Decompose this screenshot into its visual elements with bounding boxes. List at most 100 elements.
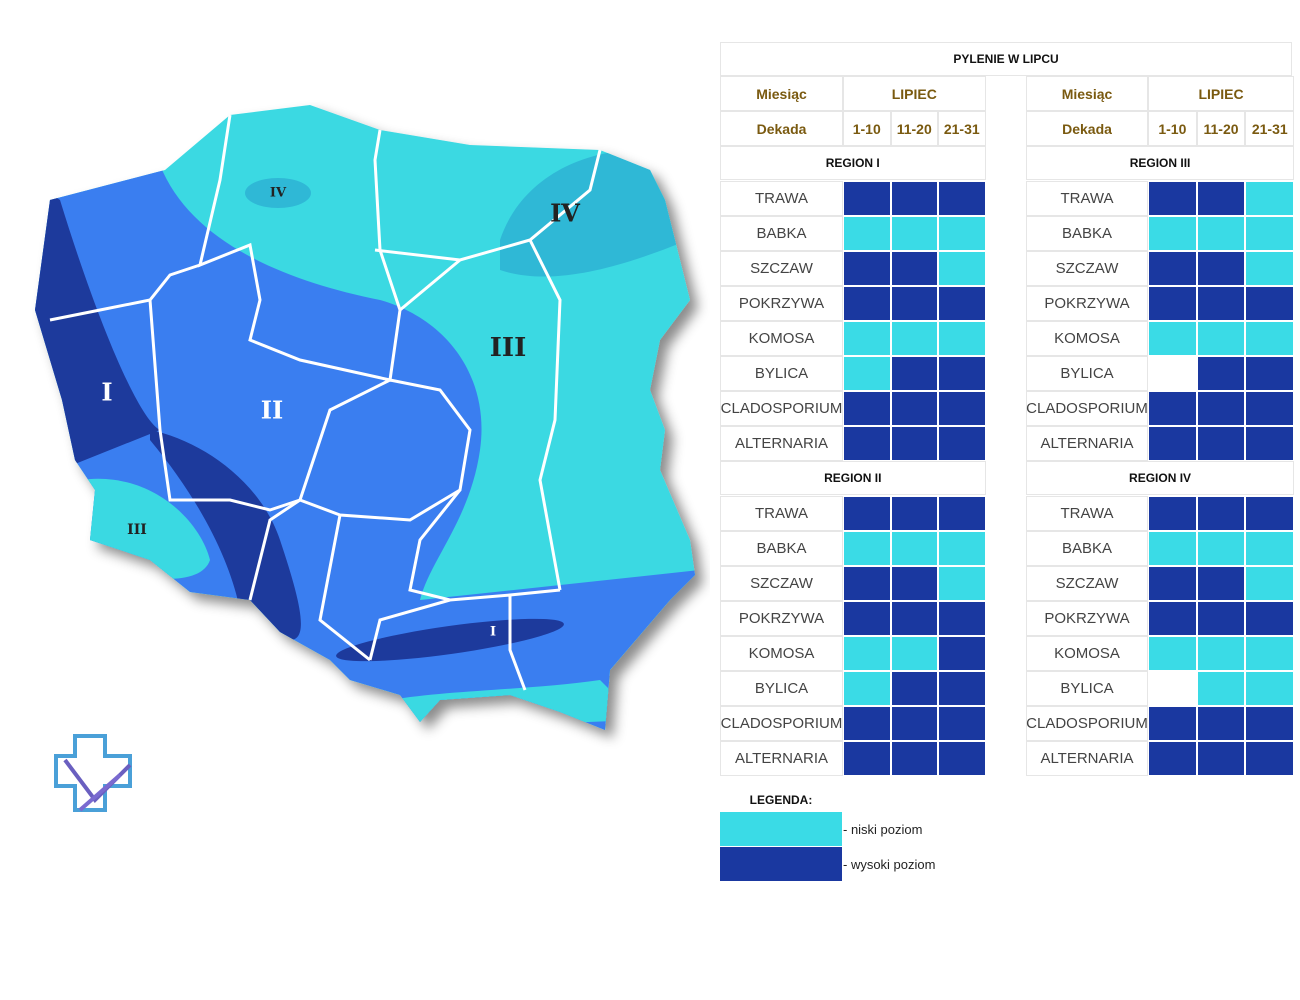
legend-swatch: [720, 812, 842, 846]
level-cell: [1148, 426, 1197, 461]
plant: SZCZAW: [720, 566, 843, 601]
level-cell: [1148, 391, 1197, 426]
decade: 1-10: [1148, 111, 1197, 146]
plant: BABKA: [720, 216, 843, 251]
plant: POKRZYWA: [720, 286, 843, 321]
level-cell: [890, 216, 938, 251]
level-cell: [1245, 601, 1295, 636]
level-cell: [890, 181, 938, 216]
plant: BYLICA: [720, 671, 843, 706]
plant: ALTERNARIA: [1026, 426, 1148, 461]
level-cell: [843, 216, 891, 251]
table-title: PYLENIE W LIPCU: [720, 42, 1292, 76]
decade: 21-31: [1245, 111, 1295, 146]
level-cell: [1196, 181, 1246, 216]
level-cell: [843, 391, 891, 426]
level-cell: [1245, 391, 1295, 426]
level-cell: [1196, 216, 1246, 251]
plant: BABKA: [1026, 216, 1148, 251]
level-cell: [1148, 671, 1197, 706]
level-cell: [843, 566, 891, 601]
level-cell: [1196, 391, 1246, 426]
level-cell: [1196, 286, 1246, 321]
level-cell: [890, 671, 938, 706]
level-cell: [1148, 706, 1197, 741]
level-cell: [890, 251, 938, 286]
level-cell: [1245, 636, 1295, 671]
level-cell: [1245, 181, 1295, 216]
plant: TRAWA: [1026, 496, 1148, 531]
plant: CLADOSPORIUM: [720, 391, 843, 426]
level-cell: [843, 426, 891, 461]
region-label: III: [489, 333, 527, 363]
region-label: IV: [550, 198, 580, 228]
level-cell: [1148, 286, 1197, 321]
level-cell: [1196, 706, 1246, 741]
month: LIPIEC: [843, 76, 986, 111]
level-cell: [843, 251, 891, 286]
month-label: Miesiąc: [720, 76, 843, 111]
level-cell: [1245, 566, 1295, 601]
plant: KOMOSA: [1026, 321, 1148, 356]
legend-swatch: [720, 847, 842, 881]
region-title: REGION IV: [1026, 461, 1295, 495]
level-cell: [1148, 741, 1197, 776]
level-cell: [890, 566, 938, 601]
plant: TRAWA: [720, 496, 843, 531]
plant: POKRZYWA: [1026, 286, 1148, 321]
level-cell: [890, 531, 938, 566]
level-cell: [1245, 671, 1295, 706]
level-cell: [938, 251, 986, 286]
level-cell: [1148, 531, 1197, 566]
level-cell: [938, 531, 986, 566]
decade: 11-20: [890, 111, 938, 146]
plant: CLADOSPORIUM: [1026, 706, 1148, 741]
level-cell: [890, 706, 938, 741]
region-label: III: [127, 522, 147, 538]
plant: ALTERNARIA: [720, 426, 843, 461]
plant: ALTERNARIA: [720, 741, 843, 776]
level-cell: [1245, 321, 1295, 356]
level-cell: [890, 286, 938, 321]
level-cell: [1148, 181, 1197, 216]
level-cell: [938, 601, 986, 636]
level-cell: [1196, 251, 1246, 286]
region-title: REGION III: [1026, 146, 1295, 180]
plant: KOMOSA: [720, 636, 843, 671]
plant: TRAWA: [1026, 181, 1148, 216]
level-cell: [1148, 636, 1197, 671]
level-cell: [843, 531, 891, 566]
level-cell: [1148, 216, 1197, 251]
legend-label: - niski poziom: [843, 821, 923, 837]
plant: SZCZAW: [720, 251, 843, 286]
level-cell: [1148, 496, 1197, 531]
region-label: I: [101, 377, 113, 407]
level-cell: [843, 706, 891, 741]
level-cell: [1245, 426, 1295, 461]
plant: ALTERNARIA: [1026, 741, 1148, 776]
level-cell: [938, 706, 986, 741]
level-cell: [1245, 496, 1295, 531]
level-cell: [843, 636, 891, 671]
plant: CLADOSPORIUM: [720, 706, 843, 741]
level-cell: [938, 391, 986, 426]
level-cell: [1196, 601, 1246, 636]
level-cell: [843, 356, 891, 391]
level-cell: [890, 741, 938, 776]
plant: BYLICA: [1026, 671, 1148, 706]
month-label: Miesiąc: [1026, 76, 1148, 111]
level-cell: [938, 286, 986, 321]
decade-label: Dekada: [1026, 111, 1148, 146]
region-title: REGION I: [720, 146, 986, 180]
level-cell: [1196, 636, 1246, 671]
level-cell: [1245, 286, 1295, 321]
level-cell: [1196, 741, 1246, 776]
level-cell: [1196, 566, 1246, 601]
level-cell: [890, 496, 938, 531]
plant: BABKA: [1026, 531, 1148, 566]
level-cell: [1148, 566, 1197, 601]
level-cell: [938, 496, 986, 531]
level-cell: [938, 216, 986, 251]
level-cell: [938, 356, 986, 391]
level-cell: [1245, 356, 1295, 391]
